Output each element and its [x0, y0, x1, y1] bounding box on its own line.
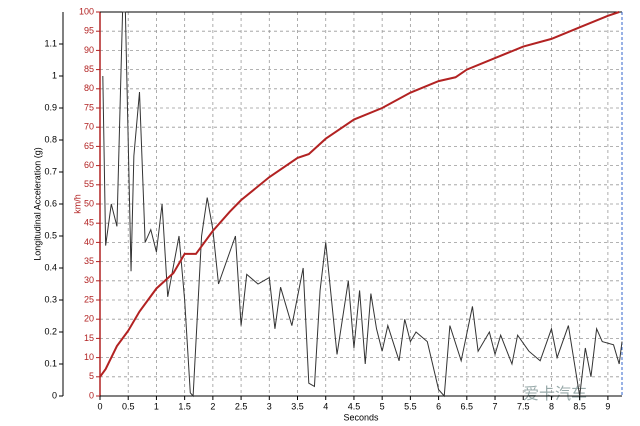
- y-tick-label: 0.5: [44, 230, 57, 240]
- y-tick-label: 0.9: [44, 102, 57, 112]
- x-tick-label: 8.5: [573, 401, 586, 411]
- y-tick-label: 0.1: [44, 358, 57, 368]
- x-tick-label: 5.5: [404, 401, 417, 411]
- y2-tick-label: 50: [84, 198, 94, 208]
- y2-tick-label: 55: [84, 179, 94, 189]
- x-tick-label: 1.5: [178, 401, 191, 411]
- x-tick-label: 2.5: [235, 401, 248, 411]
- y-tick-label: 0.6: [44, 198, 57, 208]
- x-tick-label: 2: [210, 401, 215, 411]
- x-tick-label: 5: [380, 401, 385, 411]
- x-tick-label: 4: [323, 401, 328, 411]
- y-tick-label: 1.1: [44, 38, 57, 48]
- y2-tick-label: 80: [84, 83, 94, 93]
- y2-tick-label: 10: [84, 352, 94, 362]
- x-tick-label: 4.5: [348, 401, 361, 411]
- y-tick-label: 0.3: [44, 294, 57, 304]
- x-tick-label: 7.5: [517, 401, 530, 411]
- y-tick-label: 0.7: [44, 166, 57, 176]
- y-axis-label: Longitudinal Acceleration (g): [32, 147, 42, 261]
- y2-tick-label: 75: [84, 102, 94, 112]
- y2-tick-label: 5: [89, 371, 94, 381]
- x-tick-label: 6.5: [461, 401, 474, 411]
- y2-tick-label: 25: [84, 294, 94, 304]
- y-tick-label: 0.2: [44, 326, 57, 336]
- x-axis-label: Seconds: [343, 412, 379, 422]
- x-tick-label: 0: [97, 401, 102, 411]
- y2-tick-label: 15: [84, 333, 94, 343]
- series-line: [102, 11, 623, 398]
- series-line: [99, 11, 620, 378]
- y-tick-label: 0: [52, 390, 57, 400]
- y2-tick-label: 65: [84, 141, 94, 151]
- y2-tick-label: 30: [84, 275, 94, 285]
- x-tick-label: 3.5: [291, 401, 304, 411]
- y2-tick-label: 35: [84, 256, 94, 266]
- y2-axis-label: km/h: [72, 194, 82, 214]
- x-tick-label: 3: [267, 401, 272, 411]
- x-tick-label: 6: [436, 401, 441, 411]
- y2-tick-label: 0: [89, 390, 94, 400]
- y-tick-label: 0.4: [44, 262, 57, 272]
- y2-tick-label: 85: [84, 64, 94, 74]
- x-tick-label: 8: [549, 401, 554, 411]
- watermark: 爱卡汽车: [523, 385, 587, 403]
- x-tick-label: 0.5: [122, 401, 135, 411]
- y2-tick-label: 95: [84, 26, 94, 36]
- y2-tick-label: 40: [84, 237, 94, 247]
- y-tick-label: 0.8: [44, 134, 57, 144]
- x-tick-label: 9: [605, 401, 610, 411]
- y2-tick-label: 45: [84, 218, 94, 228]
- y2-tick-label: 70: [84, 122, 94, 132]
- x-tick-label: 1: [154, 401, 159, 411]
- y2-tick-label: 90: [84, 45, 94, 55]
- y2-tick-label: 20: [84, 314, 94, 324]
- x-tick-label: 7: [493, 401, 498, 411]
- y-tick-label: 1: [52, 70, 57, 80]
- y2-tick-label: 100: [79, 6, 94, 16]
- y2-tick-label: 60: [84, 160, 94, 170]
